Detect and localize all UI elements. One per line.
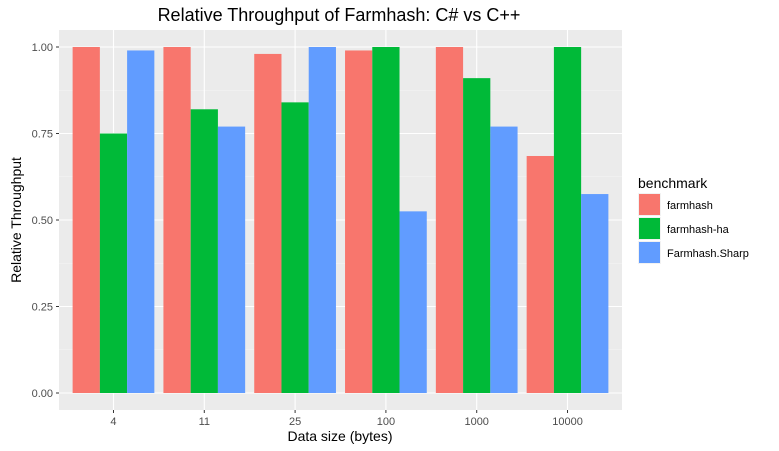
bar-farmhash-sharp-11	[217, 126, 246, 393]
legend-title: benchmark	[638, 175, 708, 191]
legend-label: Farmhash.Sharp	[667, 248, 749, 260]
x-axis-ticks: 4 11 25 100 1000 10000	[110, 410, 583, 428]
bar-farmhash-ha-11	[190, 109, 218, 393]
x-axis-title: Data size (bytes)	[287, 428, 392, 444]
legend-swatch	[639, 242, 660, 263]
bar-farmhash-ha-4	[99, 133, 128, 393]
bars	[72, 47, 609, 394]
bar-farmhash-ha-1000	[463, 78, 491, 393]
bar-farmhash-sharp-4	[127, 50, 155, 394]
legend-items: farmhash farmhash-ha Farmhash.Sharp	[638, 193, 749, 264]
bar-farmhash-ha-25	[281, 102, 309, 394]
y-tick-label: 0.75	[32, 129, 53, 141]
bar-farmhash-10000	[526, 155, 554, 393]
x-tick-label: 25	[289, 416, 301, 428]
y-tick-label: 0.25	[32, 302, 53, 314]
y-axis-title: Relative Throughput	[8, 157, 24, 283]
x-tick-label: 10000	[552, 416, 583, 428]
bar-farmhash-ha-100	[372, 47, 400, 393]
y-tick-label: 0.00	[32, 388, 53, 400]
legend: benchmark farmhash farmhash-ha Farmhash.Sh…	[638, 175, 749, 264]
bar-farmhash-sharp-25	[308, 47, 336, 393]
bar-farmhash-100	[345, 50, 373, 394]
bar-farmhash-4	[72, 47, 100, 393]
bar-farmhash-11	[163, 47, 191, 393]
x-tick-label: 4	[110, 416, 116, 428]
legend-label: farmhash	[667, 200, 713, 212]
bar-farmhash-sharp-1000	[490, 126, 518, 393]
y-tick-label: 1.00	[32, 42, 53, 54]
bar-farmhash-25	[254, 53, 282, 394]
x-tick-label: 11	[199, 416, 210, 428]
bar-farmhash-1000	[435, 47, 464, 393]
bar-farmhash-sharp-10000	[581, 194, 609, 393]
x-tick-label: 100	[377, 416, 395, 428]
x-tick-label: 1000	[464, 416, 488, 428]
y-axis-ticks: 0.00 0.25 0.50 0.75 1.00	[32, 42, 59, 400]
chart-title: Relative Throughput of Farmhash: C# vs C…	[158, 5, 521, 25]
legend-swatch	[639, 218, 660, 239]
bar-farmhash-ha-10000	[553, 47, 582, 393]
legend-label: farmhash-ha	[667, 224, 730, 236]
legend-swatch	[639, 194, 660, 215]
y-tick-label: 0.50	[32, 215, 53, 227]
bar-farmhash-sharp-100	[399, 211, 427, 393]
